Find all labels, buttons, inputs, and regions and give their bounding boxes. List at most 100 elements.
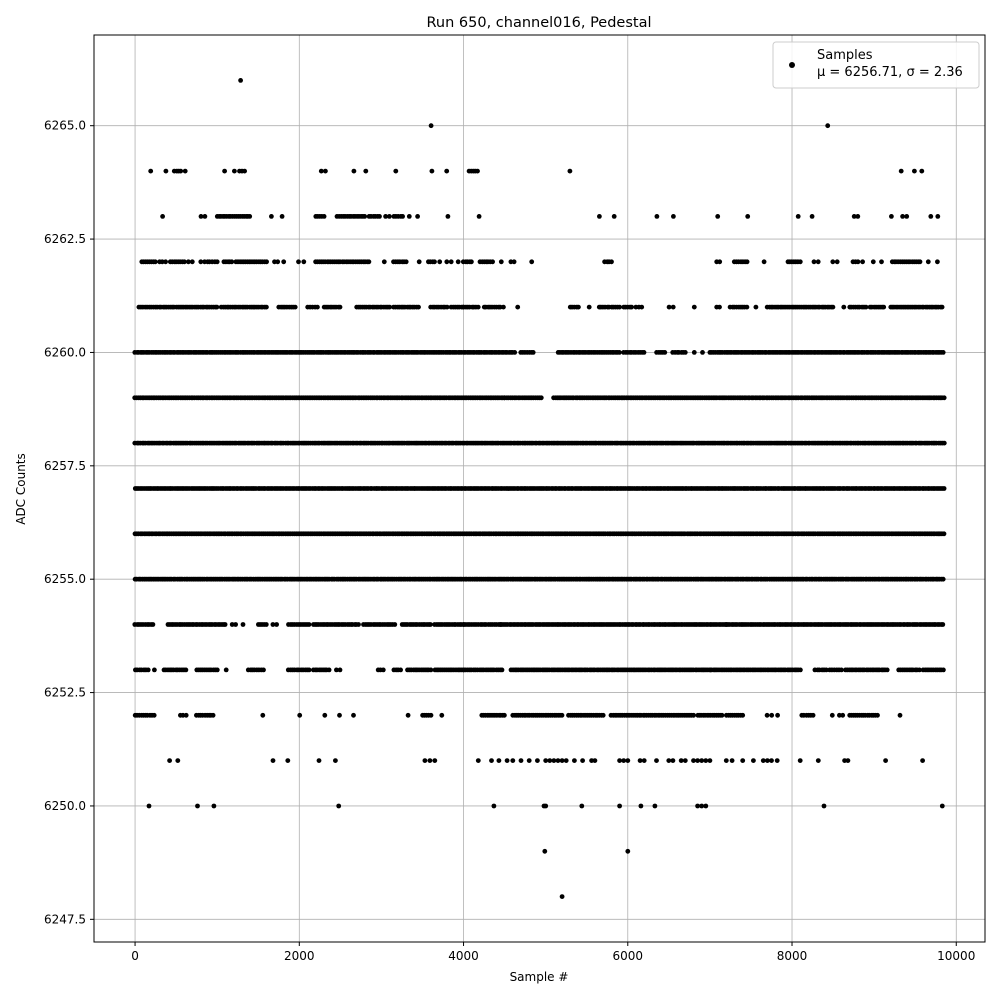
sample-point bbox=[496, 758, 502, 763]
sample-point bbox=[189, 259, 195, 265]
sample-point bbox=[592, 758, 598, 763]
sample-point bbox=[939, 803, 945, 809]
sample-point bbox=[695, 803, 700, 809]
sample-point bbox=[699, 758, 705, 763]
sample-point bbox=[912, 168, 917, 174]
sample-point bbox=[406, 214, 412, 219]
sample-point bbox=[475, 168, 480, 174]
sample-point bbox=[264, 259, 269, 265]
sample-point bbox=[502, 712, 507, 718]
sample-point bbox=[159, 259, 165, 265]
sample-point bbox=[719, 712, 725, 718]
sample-point bbox=[941, 395, 947, 401]
sample-point bbox=[797, 259, 803, 265]
sample-point bbox=[830, 259, 836, 265]
sample-point bbox=[666, 304, 672, 310]
sample-point bbox=[150, 622, 156, 627]
sample-point bbox=[363, 168, 369, 174]
sample-point bbox=[825, 123, 831, 129]
sample-point bbox=[448, 259, 454, 265]
sample-point bbox=[538, 395, 544, 401]
y-tick-label: 6262.5 bbox=[44, 232, 86, 246]
sample-point bbox=[797, 758, 803, 763]
sample-point bbox=[729, 758, 735, 763]
sample-point bbox=[439, 712, 445, 718]
sample-point bbox=[160, 214, 166, 219]
sample-point bbox=[489, 758, 494, 763]
sample-point bbox=[392, 622, 398, 627]
sample-point bbox=[625, 848, 631, 854]
sample-point bbox=[530, 350, 536, 355]
sample-point bbox=[691, 758, 696, 763]
sample-point bbox=[889, 214, 894, 219]
legend-stats-label: μ = 6256.71, σ = 2.36 bbox=[817, 65, 963, 80]
sample-point bbox=[183, 712, 189, 718]
sample-point bbox=[337, 667, 343, 673]
sample-point bbox=[242, 168, 248, 174]
sample-point bbox=[427, 758, 433, 763]
sample-point bbox=[381, 259, 387, 265]
sample-point bbox=[707, 758, 713, 763]
sample-point bbox=[316, 758, 322, 763]
sample-point bbox=[260, 712, 266, 718]
sample-point bbox=[214, 304, 220, 310]
sample-point bbox=[941, 667, 946, 673]
sample-point bbox=[580, 758, 585, 763]
sample-point bbox=[881, 304, 887, 310]
sample-point bbox=[261, 667, 266, 673]
sample-point bbox=[264, 304, 269, 310]
sample-point bbox=[428, 622, 433, 627]
sample-point bbox=[518, 758, 524, 763]
sample-point bbox=[356, 622, 361, 627]
sample-point bbox=[855, 214, 861, 219]
sample-point bbox=[437, 259, 443, 265]
sample-point bbox=[214, 259, 220, 265]
chart-title: Run 650, channel016, Pedestal bbox=[426, 15, 651, 31]
sample-point bbox=[691, 712, 696, 718]
sample-point bbox=[884, 667, 890, 673]
sample-point bbox=[769, 758, 774, 763]
sample-point bbox=[247, 214, 253, 219]
sample-point bbox=[175, 758, 181, 763]
y-tick-label: 6252.5 bbox=[44, 686, 86, 700]
sample-point bbox=[941, 531, 947, 537]
sample-point bbox=[202, 214, 208, 219]
sample-point bbox=[263, 622, 269, 627]
sample-point bbox=[232, 168, 237, 174]
sample-point bbox=[637, 758, 643, 763]
sample-point bbox=[333, 758, 338, 763]
sample-point bbox=[223, 667, 229, 673]
sample-point bbox=[671, 214, 676, 219]
sample-point bbox=[334, 667, 339, 673]
legend-marker bbox=[789, 62, 795, 68]
sample-point bbox=[152, 259, 158, 265]
sample-point bbox=[475, 304, 481, 310]
sample-point bbox=[400, 214, 405, 219]
y-axis-label: ADC Counts bbox=[14, 453, 28, 525]
sample-point bbox=[475, 758, 481, 763]
sample-point bbox=[928, 214, 934, 219]
sample-point bbox=[281, 259, 287, 265]
sample-point bbox=[198, 214, 204, 219]
sample-point bbox=[182, 259, 187, 265]
sample-point bbox=[941, 486, 947, 491]
sample-point bbox=[883, 758, 888, 763]
sample-point bbox=[444, 304, 450, 310]
sample-point bbox=[315, 304, 320, 310]
sample-point bbox=[301, 259, 307, 265]
sample-point bbox=[318, 168, 324, 174]
sample-point bbox=[904, 214, 910, 219]
sample-point bbox=[296, 259, 301, 265]
sample-point bbox=[326, 667, 332, 673]
x-tick-label: 0 bbox=[131, 949, 139, 963]
x-tick-label: 8000 bbox=[777, 949, 808, 963]
sample-point bbox=[815, 758, 821, 763]
sample-point bbox=[753, 304, 759, 310]
sample-point bbox=[609, 259, 614, 265]
sample-point bbox=[211, 803, 217, 809]
sample-point bbox=[512, 350, 518, 355]
sample-point bbox=[501, 304, 506, 310]
sample-point bbox=[432, 758, 438, 763]
sample-point bbox=[589, 758, 594, 763]
